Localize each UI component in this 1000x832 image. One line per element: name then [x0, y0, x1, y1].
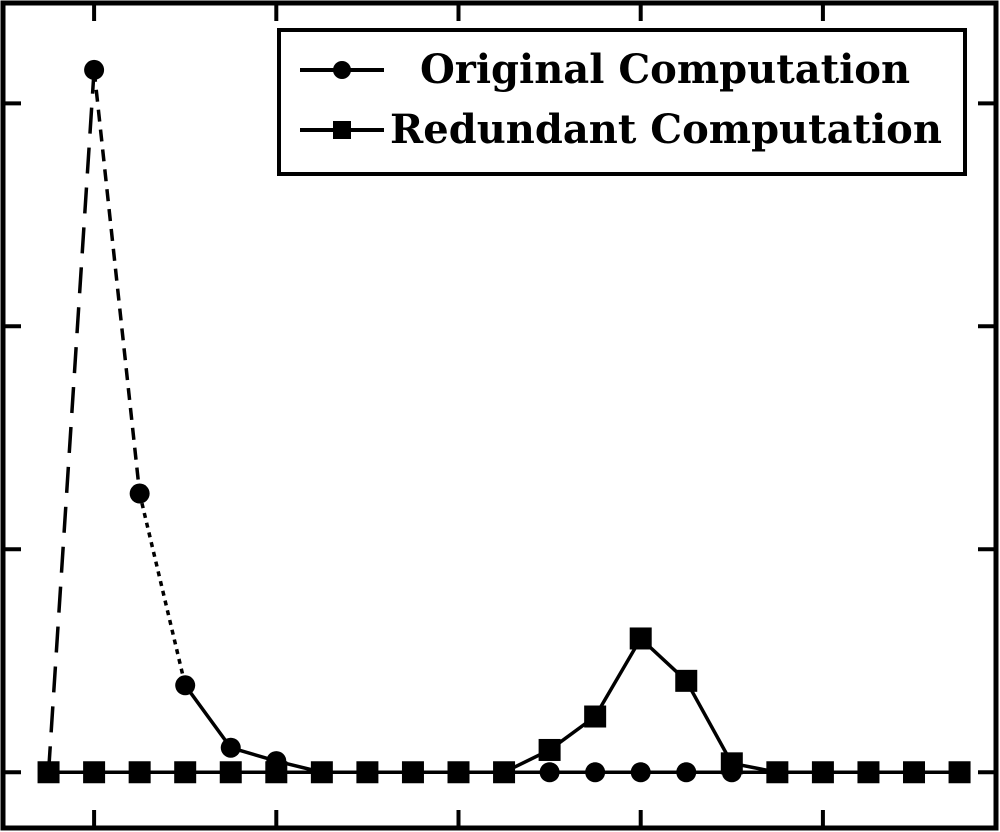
data-point-circle	[84, 59, 105, 80]
data-point-circle	[357, 762, 378, 783]
series-markers	[37, 59, 971, 784]
series-segment	[684, 679, 734, 765]
data-point-circle	[494, 762, 515, 783]
legend-marker-redundant	[333, 121, 351, 139]
data-point-circle	[539, 762, 560, 783]
data-point-square	[174, 761, 197, 784]
series-segment	[137, 493, 187, 686]
data-point-square	[128, 761, 151, 784]
data-point-circle	[402, 762, 423, 783]
legend-label-redundant: Redundant Computation	[390, 106, 942, 153]
data-point-circle	[721, 762, 742, 783]
data-point-circle	[904, 762, 925, 783]
legend: Original Computation Redundant Computati…	[277, 28, 967, 176]
data-point-square	[538, 738, 561, 761]
data-point-circle	[448, 762, 469, 783]
data-point-square	[83, 761, 106, 784]
data-point-square	[584, 705, 607, 728]
data-point-circle	[676, 762, 697, 783]
series-segment	[92, 69, 142, 494]
data-point-circle	[220, 737, 241, 758]
data-point-circle	[585, 762, 606, 783]
data-point-square	[629, 627, 652, 650]
data-point-circle	[129, 483, 150, 504]
data-point-circle	[175, 675, 196, 696]
data-point-square	[675, 669, 698, 692]
series-segment	[183, 684, 233, 749]
legend-label-original: Original Computation	[420, 46, 910, 93]
axis-ticks	[3, 3, 996, 828]
data-point-circle	[858, 762, 879, 783]
data-point-circle	[311, 762, 332, 783]
data-point-circle	[38, 762, 59, 783]
legend-marker-original	[333, 61, 351, 79]
data-point-circle	[949, 762, 970, 783]
data-point-square	[219, 761, 242, 784]
data-point-circle	[630, 762, 651, 783]
data-point-circle	[266, 751, 287, 772]
data-point-circle	[767, 762, 788, 783]
data-point-circle	[812, 762, 833, 783]
series-segment	[593, 637, 643, 718]
legend-box	[277, 28, 967, 176]
